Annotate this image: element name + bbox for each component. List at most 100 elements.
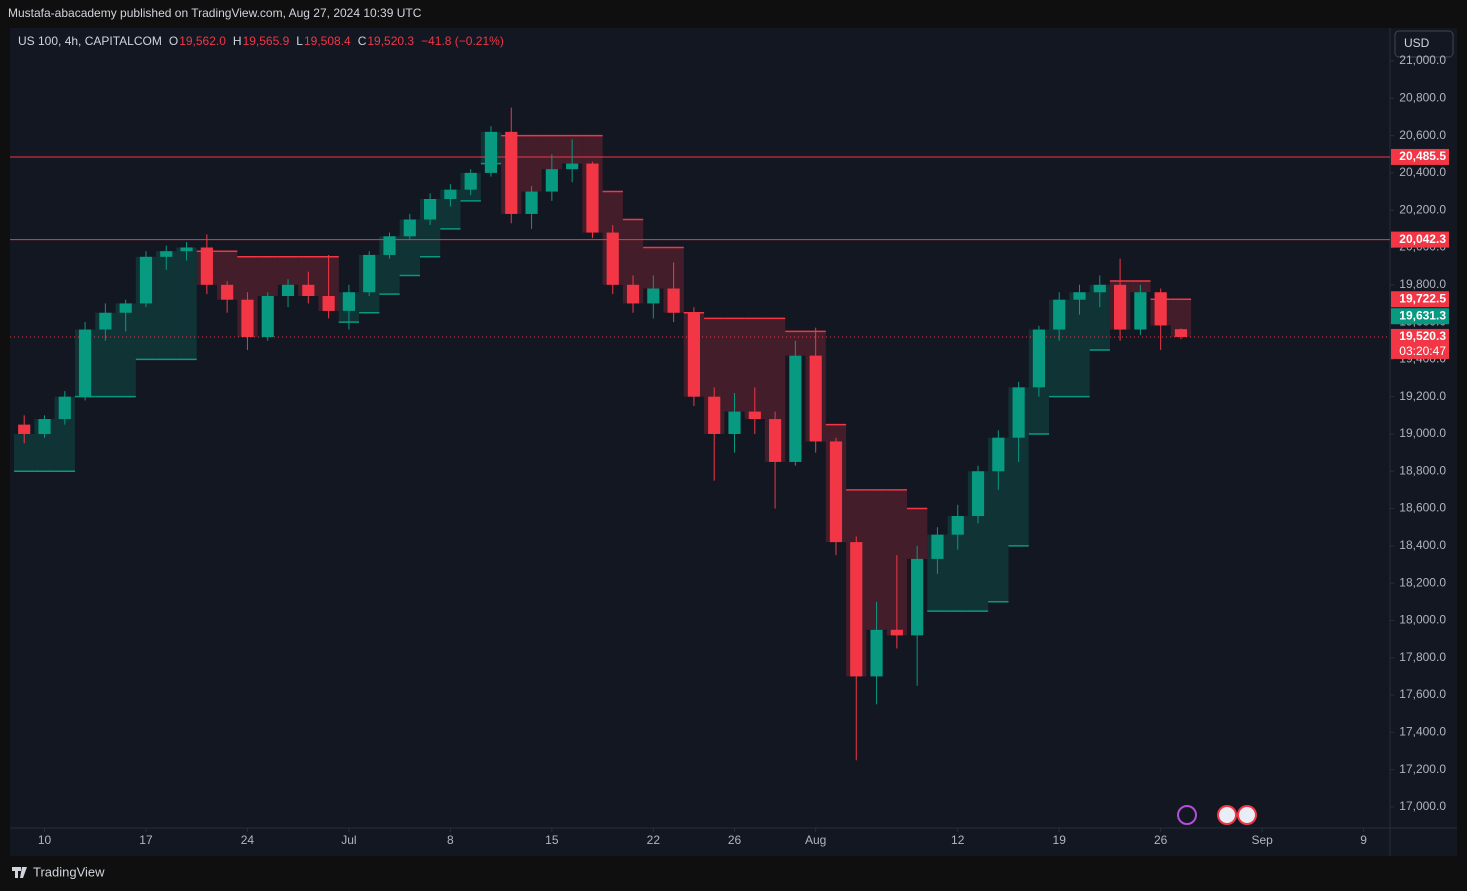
candle xyxy=(971,465,985,524)
candle xyxy=(221,281,234,313)
candle xyxy=(1093,275,1106,308)
candle xyxy=(383,232,396,259)
candle-body xyxy=(586,163,599,233)
currency-button[interactable] xyxy=(1394,30,1454,58)
candle-body xyxy=(99,312,112,330)
y-tick-label: 20,400.0 xyxy=(1399,165,1446,179)
x-tick-label: Aug xyxy=(805,833,826,847)
candle xyxy=(139,251,153,308)
candle xyxy=(992,430,1005,490)
candle xyxy=(769,411,782,509)
candle-body xyxy=(505,131,518,214)
ohlc-key: L xyxy=(296,34,303,48)
candle-body xyxy=(626,284,640,304)
candle xyxy=(58,391,71,425)
band-fill xyxy=(947,516,968,612)
candle xyxy=(424,193,437,226)
candle-body xyxy=(728,411,741,434)
y-tick-label: 18,000.0 xyxy=(1399,613,1446,627)
candle xyxy=(809,327,822,453)
candle xyxy=(647,275,660,319)
candle-body xyxy=(992,437,1005,472)
x-tick-label: 15 xyxy=(545,833,559,847)
y-tick-label: 20,800.0 xyxy=(1399,90,1446,104)
candle-body xyxy=(606,232,619,285)
candle xyxy=(444,184,457,207)
candle xyxy=(931,527,944,574)
candle xyxy=(1032,325,1045,397)
band-fill xyxy=(115,303,136,397)
x-tick-label: 19 xyxy=(1053,833,1067,847)
band-fill xyxy=(643,247,664,289)
candle-body xyxy=(1114,284,1127,330)
band-fill xyxy=(541,135,562,170)
candle xyxy=(322,254,335,319)
candle-body xyxy=(424,199,437,220)
price-label-box xyxy=(1391,328,1449,345)
chart-panel xyxy=(10,28,1457,856)
candle xyxy=(708,387,721,481)
candle-body xyxy=(322,295,335,311)
legend: US 100, 4h, CAPITALCOM O 19,562.0 H 19,565.9… xyxy=(18,34,504,48)
candle xyxy=(687,307,700,406)
y-tick-label: 19,000.0 xyxy=(1399,426,1446,440)
candle-body xyxy=(342,292,355,311)
band-fill xyxy=(277,256,299,285)
candle-body xyxy=(667,288,680,313)
candle xyxy=(850,536,863,761)
candle xyxy=(464,169,477,196)
candle-body xyxy=(1032,329,1045,388)
candle xyxy=(38,415,51,438)
countdown: 03:20:47 xyxy=(1399,344,1446,358)
candle xyxy=(606,225,619,295)
candle xyxy=(200,234,213,295)
candle-body xyxy=(647,288,660,304)
candle xyxy=(99,303,112,341)
candle-body xyxy=(1174,329,1188,337)
price-label-box xyxy=(1391,148,1449,165)
candle-body xyxy=(809,355,822,442)
candle xyxy=(180,241,193,261)
candle xyxy=(728,392,741,453)
band-fill xyxy=(1170,299,1192,337)
x-tick-label: 10 xyxy=(38,833,52,847)
price-label: 19,722.5 xyxy=(1399,291,1446,305)
x-tick-label: Jul xyxy=(341,833,356,847)
candle-body xyxy=(38,419,51,434)
candle-body xyxy=(687,312,700,397)
price-label: 20,485.5 xyxy=(1399,149,1446,163)
currency[interactable]: USD xyxy=(1404,36,1430,50)
ohlc-key: H xyxy=(233,34,242,48)
price-label-box xyxy=(1391,231,1449,248)
candle-body xyxy=(484,131,498,173)
ohlc-key: O xyxy=(169,34,178,48)
candle-body xyxy=(708,396,721,434)
flag-icon[interactable] xyxy=(1237,805,1257,825)
candle-body xyxy=(525,191,538,214)
candle xyxy=(525,185,538,229)
candle-body xyxy=(119,303,132,313)
candle-body xyxy=(18,424,31,434)
event-icon[interactable] xyxy=(1177,805,1197,825)
x-tick-label: 9 xyxy=(1360,833,1367,847)
candle xyxy=(484,126,498,177)
candle xyxy=(870,601,883,705)
candle-body xyxy=(545,169,558,192)
candle-body xyxy=(829,441,843,543)
x-tick-label: 26 xyxy=(728,833,742,847)
candle-body xyxy=(464,172,477,190)
flag-icon[interactable] xyxy=(1217,805,1237,825)
candle xyxy=(1154,288,1167,351)
candle xyxy=(1012,381,1025,462)
candle-body xyxy=(870,629,883,677)
candle-body xyxy=(139,256,153,304)
band-fill xyxy=(1069,292,1090,397)
candle xyxy=(890,555,903,649)
y-tick-label: 18,600.0 xyxy=(1399,501,1446,515)
ohlc-key: C xyxy=(358,34,367,48)
candle xyxy=(545,154,558,201)
candle xyxy=(667,262,680,323)
candle-body xyxy=(58,396,71,420)
band-fill xyxy=(257,256,278,296)
